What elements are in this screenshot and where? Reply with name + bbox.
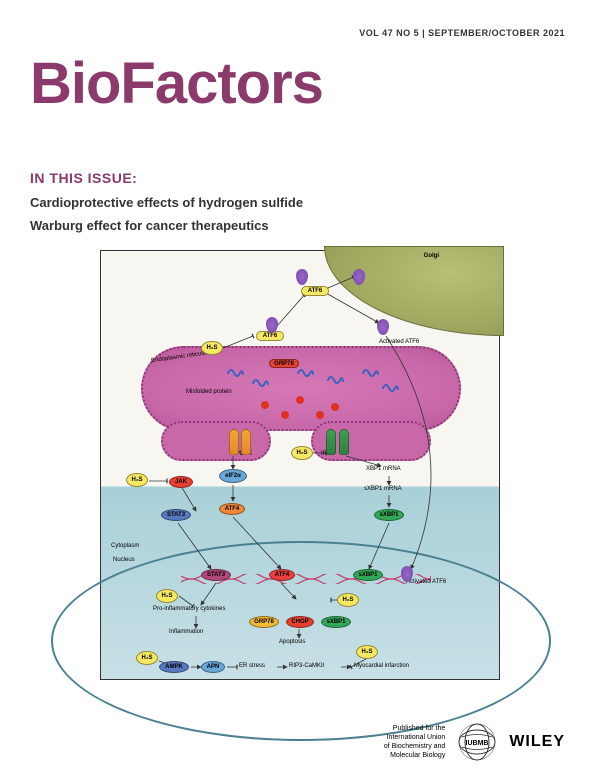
- chaperone-dot-0: [261, 401, 269, 409]
- pub-line-4: Molecular Biology: [384, 751, 445, 760]
- wiley-logo: WILEY: [509, 733, 565, 751]
- pub-line-3: of Biochemistry and: [384, 742, 445, 751]
- chaperone-dot-4: [316, 411, 324, 419]
- misfolded-label: Misfolded protein: [186, 389, 232, 395]
- protein-squiggle-2: [296, 366, 314, 385]
- node-grp78: GRP78: [269, 359, 299, 368]
- article-1: Cardioprotective effects of hydrogen sul…: [30, 195, 303, 210]
- footer: Published for the International Union of…: [384, 722, 565, 762]
- chaperone-dot-2: [331, 403, 339, 411]
- golgi-organelle: [324, 246, 504, 336]
- protein-squiggle-1: [251, 376, 269, 395]
- node-apoptosis: Apoptosis: [279, 639, 319, 645]
- node-h2s-6: H₂S: [136, 651, 158, 665]
- node-apn: APN: [201, 661, 225, 673]
- node-grp78-2: GRP78: [249, 616, 279, 628]
- node-h2s-4: H₂S: [156, 589, 178, 603]
- node-xbp1mrna: XBP1 mRNA: [366, 466, 416, 472]
- section-label: IN THIS ISSUE:: [30, 170, 137, 186]
- journal-title: BioFactors: [30, 50, 323, 117]
- pub-line-1: Published for the: [384, 724, 445, 733]
- iubmb-logo: IUBMB: [457, 722, 497, 762]
- node-activated-atf6-dna: Activated ATF6: [406, 579, 466, 585]
- cytoplasm-label: Cytoplasm: [111, 543, 139, 549]
- vesicle-0: [296, 269, 308, 285]
- node-sxbp1: sXBP1: [374, 509, 404, 521]
- vesicle-2: [377, 319, 389, 335]
- node-atf6-top: ATF6: [301, 286, 329, 296]
- node-proinflam: Pro-inflammatory cytokines: [153, 606, 253, 612]
- node-sxbp1-2: sXBP1: [321, 616, 351, 628]
- publisher-text: Published for the International Union of…: [384, 724, 445, 760]
- receptor-0: [229, 429, 239, 455]
- pathway-diagram: Golgi Endoplasmic reticulum Misfolded pr…: [100, 250, 500, 680]
- node-inflammation: Inflammation: [169, 629, 219, 635]
- article-2: Warburg effect for cancer therapeutics: [30, 218, 269, 233]
- node-sxbp1-dna: sXBP1: [353, 569, 383, 581]
- receptor-3: [339, 429, 349, 455]
- node-ampk: AMPK: [159, 661, 189, 673]
- chaperone-dot-1: [296, 396, 304, 404]
- node-stat3: STAT3: [161, 509, 191, 521]
- chaperone-dot-3: [281, 411, 289, 419]
- node-stat3-dna: STAT3: [201, 569, 231, 581]
- node-jak: JAK: [169, 476, 193, 488]
- node-mi: Myocardial infarction: [354, 663, 430, 669]
- node-atf4: ATF4: [219, 503, 245, 515]
- node-h2s-5: H₂S: [337, 593, 359, 607]
- receptor-2: [326, 429, 336, 455]
- pub-line-2: International Union: [384, 733, 445, 742]
- protein-squiggle-3: [326, 373, 344, 392]
- node-erstress: ER stress: [239, 663, 275, 669]
- nucleus-label: Nucleus: [113, 557, 135, 563]
- receptor-1: [241, 429, 251, 455]
- node-rip3: RIP3-CaMKII: [289, 663, 339, 669]
- protein-squiggle-0: [226, 366, 244, 385]
- node-atf4-dna: ATF4: [269, 569, 295, 581]
- issue-info: VOL 47 NO 5 | SEPTEMBER/OCTOBER 2021: [359, 28, 565, 38]
- golgi-label: Golgi: [424, 253, 439, 259]
- protein-squiggle-4: [361, 366, 379, 385]
- node-eif2a: eIF2α: [219, 469, 247, 483]
- node-activated-atf6: Activated ATF6: [379, 339, 439, 345]
- node-sxbp1mrna: sXBP1 mRNA: [364, 486, 419, 492]
- protein-squiggle-5: [381, 381, 399, 400]
- node-h2s-7: H₂S: [356, 645, 378, 659]
- svg-text:IUBMB: IUBMB: [466, 740, 489, 747]
- node-h2s-3: H₂S: [291, 446, 313, 460]
- node-h2s-1: H₂S: [201, 341, 223, 355]
- node-h2s-2: H₂S: [126, 473, 148, 487]
- node-chop: CHOP: [286, 616, 314, 628]
